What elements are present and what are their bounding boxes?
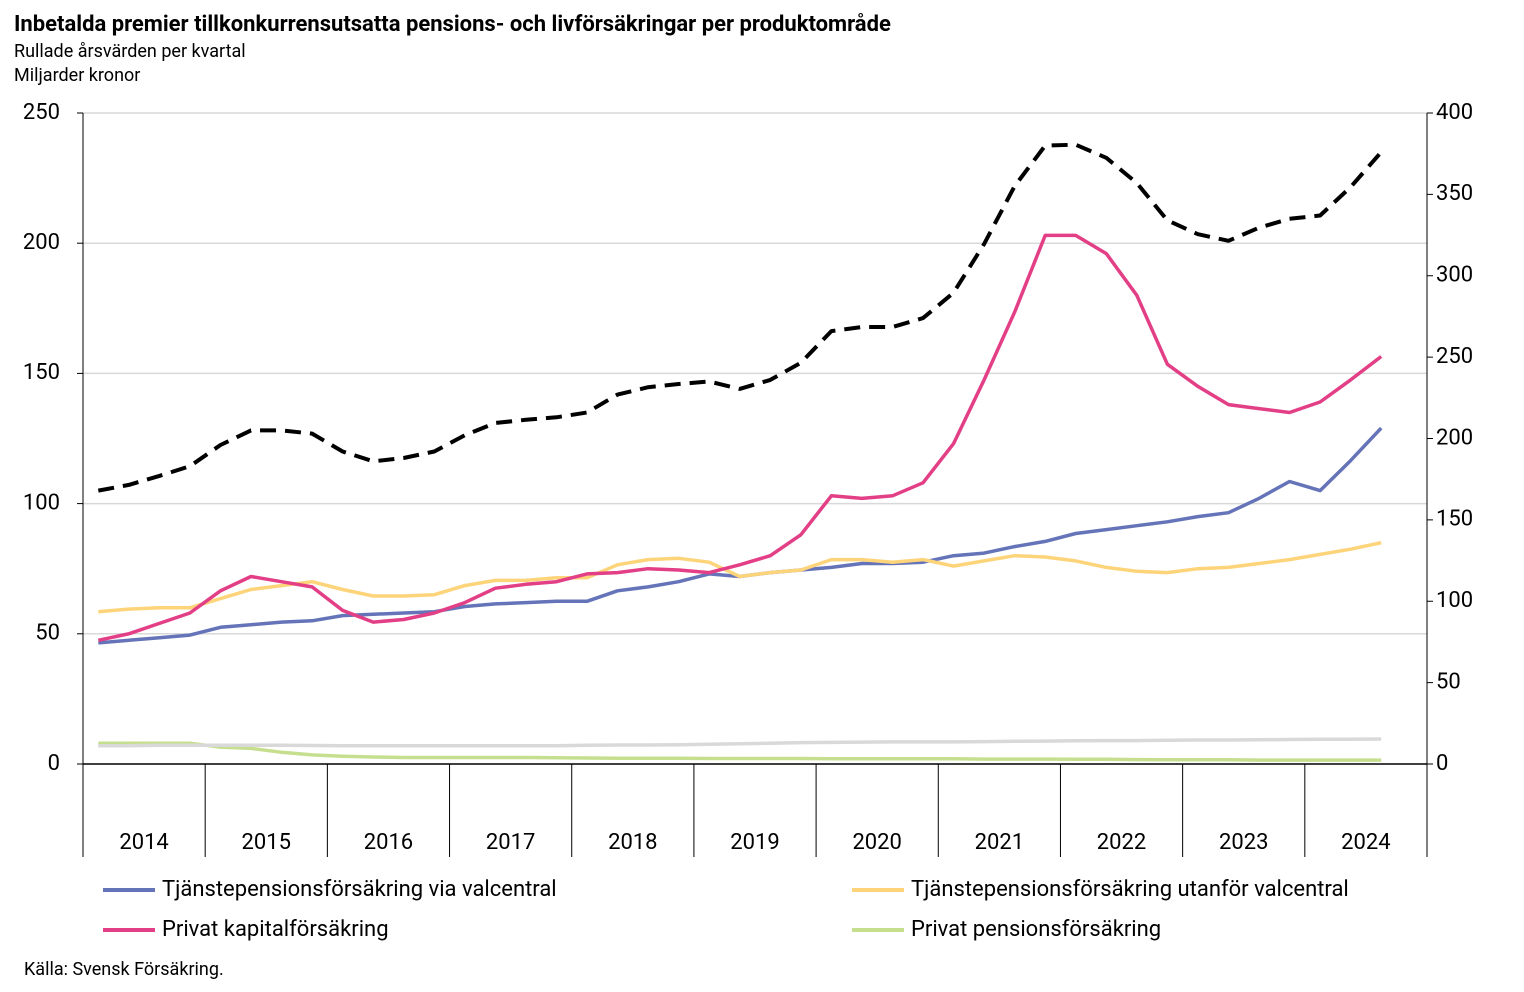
source-note: Källa: Svensk Försäkring.: [24, 959, 224, 980]
x-tick-label: 2021: [975, 830, 1024, 855]
y2-tick-label: 150: [1436, 507, 1473, 532]
y2-tick-label: 350: [1436, 181, 1473, 206]
y-tick-label: 50: [35, 621, 60, 646]
chart-title: Inbetalda premier tillkonkurrensutsatta …: [14, 12, 891, 37]
x-tick-label: 2014: [119, 830, 168, 855]
series-line: [98, 540, 1382, 614]
series-line: [97, 142, 1383, 493]
x-tick-label: 2023: [1219, 830, 1268, 855]
series-line: [98, 741, 1382, 762]
x-tick-label: 2024: [1341, 830, 1390, 855]
y2-tick-label: 300: [1436, 263, 1473, 288]
x-tick-label: 2022: [1097, 830, 1146, 855]
series-line: [98, 426, 1383, 645]
x-tick-label: 2020: [852, 830, 901, 855]
y2-tick-label: 50: [1436, 669, 1461, 694]
y2-tick-label: 200: [1436, 425, 1473, 450]
legend-label: Tjänstepensionsförsäkring via valcentral: [162, 877, 557, 902]
y-tick-label: 100: [23, 490, 60, 515]
x-tick-label: 2016: [364, 830, 413, 855]
legend-label: Privat kapitalförsäkring: [162, 917, 389, 942]
y2-tick-label: 100: [1436, 588, 1473, 613]
x-tick-label: 2018: [608, 830, 657, 855]
y-tick-label: 0: [48, 751, 60, 776]
y2-tick-label: 250: [1436, 344, 1473, 369]
x-tick-label: 2019: [730, 830, 779, 855]
y-tick-label: 200: [23, 230, 60, 255]
y-tick-label: 250: [23, 100, 60, 125]
legend-label: Tjänstepensionsförsäkring utanför valcen…: [911, 877, 1349, 902]
legend-label: Privat pensionsförsäkring: [911, 917, 1161, 942]
series-line: [98, 737, 1382, 748]
chart-subtitle: Rullade årsvärden per kvartal: [14, 41, 246, 62]
y2-tick-label: 400: [1436, 100, 1473, 125]
y-tick-label: 150: [23, 360, 60, 385]
x-tick-label: 2015: [242, 830, 291, 855]
x-tick-label: 2017: [486, 830, 535, 855]
series-line: [97, 233, 1383, 643]
y2-tick-label: 0: [1436, 751, 1448, 776]
chart-subtitle: Miljarder kronor: [14, 65, 140, 86]
